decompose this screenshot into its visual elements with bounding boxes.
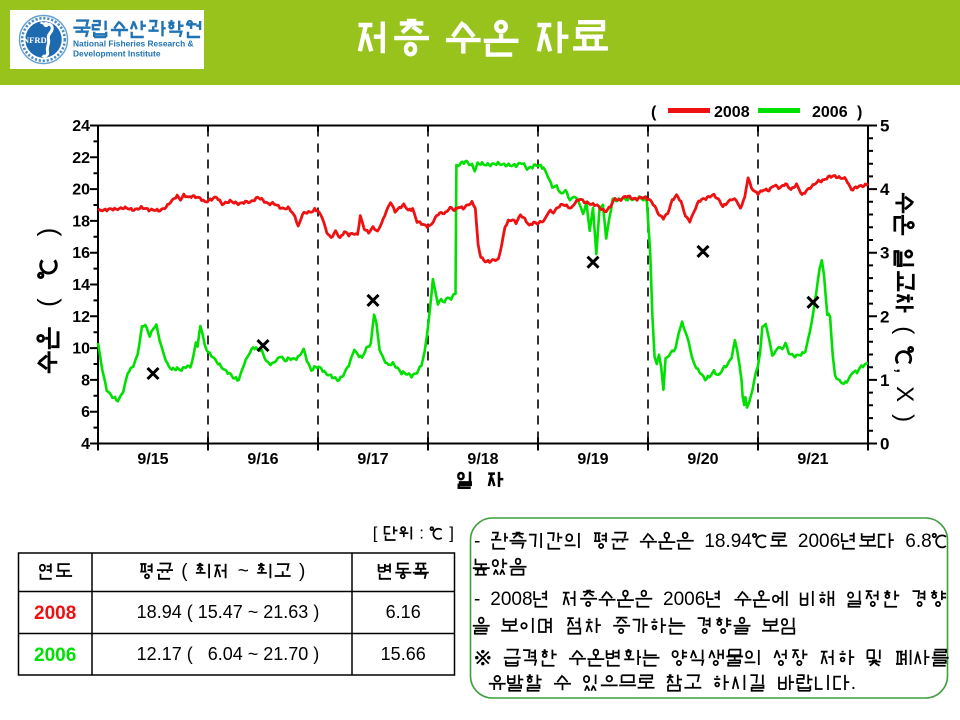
svg-text:9/21: 9/21 — [797, 451, 828, 468]
svg-text:12: 12 — [72, 309, 90, 326]
svg-text:20: 20 — [72, 182, 90, 199]
svg-text:2008: 2008 — [714, 104, 750, 121]
svg-text:24: 24 — [72, 118, 90, 135]
svg-text:3: 3 — [880, 244, 889, 263]
svg-text:1: 1 — [880, 371, 889, 390]
svg-text:6.16: 6.16 — [386, 602, 421, 622]
svg-text:X: X — [891, 386, 918, 402]
svg-text:2008: 2008 — [490, 589, 532, 610]
svg-text:Development Institute: Development Institute — [73, 49, 161, 59]
svg-text:0: 0 — [880, 435, 889, 454]
svg-text:9/18: 9/18 — [467, 451, 498, 468]
svg-text:6: 6 — [81, 404, 90, 421]
svg-text::: : — [419, 524, 424, 543]
svg-text:,: , — [891, 367, 918, 374]
svg-text:2006: 2006 — [663, 589, 705, 610]
svg-text:): ) — [299, 561, 305, 582]
svg-text:2006: 2006 — [798, 531, 840, 552]
svg-text:): ) — [891, 414, 918, 422]
svg-text:NFRDI: NFRDI — [23, 35, 51, 45]
svg-text:2006: 2006 — [34, 645, 76, 666]
svg-text:9/19: 9/19 — [577, 451, 608, 468]
svg-text:): ) — [32, 228, 62, 237]
svg-text:[: [ — [373, 524, 378, 543]
svg-text:.: . — [851, 673, 856, 694]
svg-text:-: - — [474, 589, 480, 610]
svg-text:(: ( — [32, 298, 62, 307]
svg-text:18.94 ( 15.47 ~ 21.63 ): 18.94 ( 15.47 ~ 21.63 ) — [137, 602, 320, 622]
svg-text:14: 14 — [72, 277, 90, 294]
svg-text:9/16: 9/16 — [247, 451, 278, 468]
svg-text:18: 18 — [72, 213, 90, 230]
svg-text:9/17: 9/17 — [357, 451, 388, 468]
svg-text:~: ~ — [238, 561, 249, 582]
svg-text:10: 10 — [72, 341, 90, 358]
svg-text:(: ( — [651, 104, 657, 121]
svg-text:-: - — [474, 531, 480, 552]
svg-text:15.66: 15.66 — [381, 644, 426, 664]
svg-text:2008: 2008 — [34, 603, 76, 624]
svg-text:]: ] — [449, 524, 454, 543]
svg-text:5: 5 — [880, 117, 889, 136]
svg-text:2: 2 — [880, 307, 889, 326]
svg-text:6.8: 6.8 — [905, 531, 931, 552]
svg-text:National Fisheries Research &: National Fisheries Research & — [73, 39, 194, 49]
svg-text:4: 4 — [880, 180, 890, 199]
svg-text:): ) — [857, 104, 862, 121]
svg-text:9/20: 9/20 — [687, 451, 718, 468]
svg-text:2006: 2006 — [812, 104, 848, 121]
svg-text:16: 16 — [72, 245, 90, 262]
svg-text:4: 4 — [81, 436, 90, 453]
svg-text:12.17 ( 6.04 ~ 21.70 ): 12.17 ( 6.04 ~ 21.70 ) — [137, 644, 320, 664]
svg-text:(: ( — [891, 326, 918, 334]
svg-text:22: 22 — [72, 150, 90, 167]
svg-text:18.94: 18.94 — [704, 531, 752, 552]
svg-text:(: ( — [181, 561, 188, 582]
svg-text:8: 8 — [81, 372, 90, 389]
svg-text:9/15: 9/15 — [137, 451, 168, 468]
